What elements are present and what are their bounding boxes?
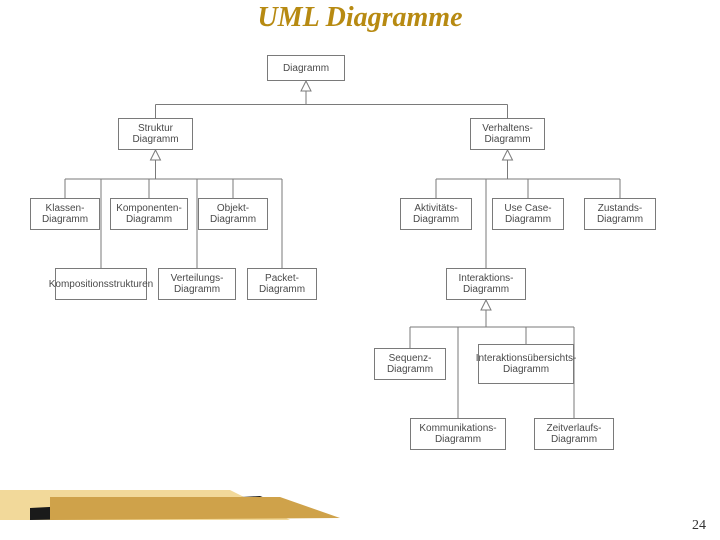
node-verhalten: Verhaltens-Diagramm	[470, 118, 545, 150]
node-sequenz: Sequenz-Diagramm	[374, 348, 446, 380]
node-root: Diagramm	[267, 55, 345, 81]
node-verteilungs: Verteilungs-Diagramm	[158, 268, 236, 300]
node-objekt: Objekt-Diagramm	[198, 198, 268, 230]
node-packet: Packet-Diagramm	[247, 268, 317, 300]
page-title: UML Diagramme	[0, 2, 720, 34]
page-number: 24	[692, 518, 706, 534]
node-zeit: Zeitverlaufs-Diagramm	[534, 418, 614, 450]
node-interaktion: Interaktions-Diagramm	[446, 268, 526, 300]
node-komm: Kommunikations-Diagramm	[410, 418, 506, 450]
node-komposition: Kompositionsstrukturen	[55, 268, 147, 300]
node-komponenten: Komponenten-Diagramm	[110, 198, 188, 230]
node-aktivitaets: Aktivitäts-Diagramm	[400, 198, 472, 230]
node-zustands: Zustands-Diagramm	[584, 198, 656, 230]
node-ueber: Interaktionsübersichts-Diagramm	[478, 344, 574, 384]
node-usecase: Use Case-Diagramm	[492, 198, 564, 230]
node-struktur: Struktur Diagramm	[118, 118, 193, 150]
node-klassen: Klassen-Diagramm	[30, 198, 100, 230]
